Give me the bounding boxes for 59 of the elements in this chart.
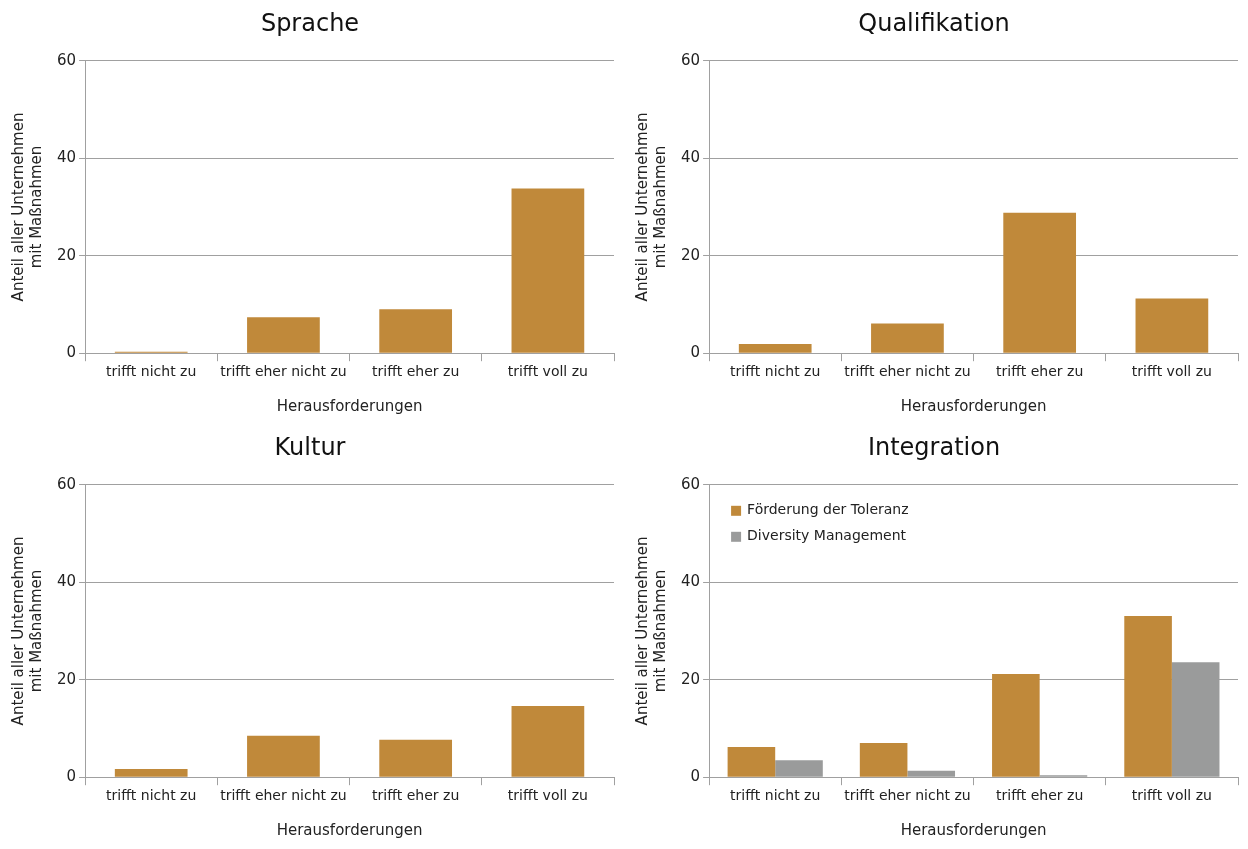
y-tick-label: 40: [680, 572, 701, 591]
x-axis-title: Herausforderungen: [276, 396, 423, 415]
bar: [247, 317, 320, 353]
legend-label: Förderung der Toleranz: [747, 501, 909, 518]
legend-label: Diversity Management: [747, 527, 907, 544]
bar: [775, 760, 823, 777]
y-tick-label: 40: [680, 148, 701, 167]
x-tick-label: trifft eher nicht zu: [220, 787, 347, 804]
x-tick-label: trifft voll zu: [1131, 363, 1212, 380]
y-tick-label: 0: [690, 343, 701, 362]
chart-title: Qualifikation: [858, 8, 1010, 37]
bar: [738, 343, 812, 353]
y-tick-label: 0: [66, 767, 77, 786]
y-tick-label: 60: [680, 474, 701, 493]
y-axis-title: Anteil aller Unternehmen mit Maßnahmen: [632, 112, 669, 302]
x-tick-label: trifft eher nicht zu: [844, 787, 971, 804]
y-tick-label: 20: [56, 245, 77, 264]
y-axis-title: Anteil aller Unternehmen mit Maßnahmen: [632, 536, 669, 726]
y-tick-label: 20: [56, 669, 77, 688]
bar: [1003, 212, 1077, 353]
x-tick-label: trifft nicht zu: [106, 363, 197, 380]
x-axis-title: Herausforderungen: [276, 820, 423, 839]
y-tick-label: 60: [56, 474, 77, 493]
x-tick-label: trifft eher zu: [372, 363, 460, 380]
x-tick-label: trifft voll zu: [507, 363, 588, 380]
chart-title: Kultur: [274, 432, 346, 461]
bar: [1135, 298, 1209, 353]
y-tick-label: 40: [56, 572, 77, 591]
bar: [511, 188, 585, 353]
y-axis-title: Anteil aller Unternehmen mit Maßnahmen: [8, 536, 45, 726]
x-tick-label: trifft voll zu: [507, 787, 588, 804]
x-tick-label: trifft eher nicht zu: [844, 363, 971, 380]
y-axis-title: Anteil aller Unternehmen mit Maßnahmen: [8, 112, 45, 302]
x-tick-label: trifft eher zu: [996, 363, 1084, 380]
x-axis-title: Herausforderungen: [900, 820, 1047, 839]
x-tick-label: trifft nicht zu: [730, 787, 821, 804]
y-tick-label: 20: [680, 669, 701, 688]
x-tick-label: trifft nicht zu: [730, 363, 821, 380]
bar: [907, 770, 956, 777]
y-tick-label: 60: [56, 50, 77, 69]
x-tick-label: trifft nicht zu: [106, 787, 197, 804]
bar: [1124, 615, 1172, 777]
bar: [871, 323, 944, 353]
x-tick-label: trifft eher nicht zu: [220, 363, 347, 380]
chart-title: Sprache: [260, 8, 360, 37]
x-tick-label: trifft eher zu: [372, 787, 460, 804]
y-tick-label: 40: [56, 148, 77, 167]
chart-title: Integration: [867, 432, 1001, 461]
y-tick-label: 0: [690, 767, 701, 786]
bar: [727, 746, 776, 777]
x-tick-label: trifft voll zu: [1131, 787, 1212, 804]
y-tick-label: 20: [680, 245, 701, 264]
bar: [992, 673, 1040, 777]
x-axis-title: Herausforderungen: [900, 396, 1047, 415]
y-tick-label: 0: [66, 343, 77, 362]
y-tick-label: 60: [680, 50, 701, 69]
bar: [859, 743, 908, 777]
x-tick-label: trifft eher zu: [996, 787, 1084, 804]
bar: [379, 309, 453, 353]
